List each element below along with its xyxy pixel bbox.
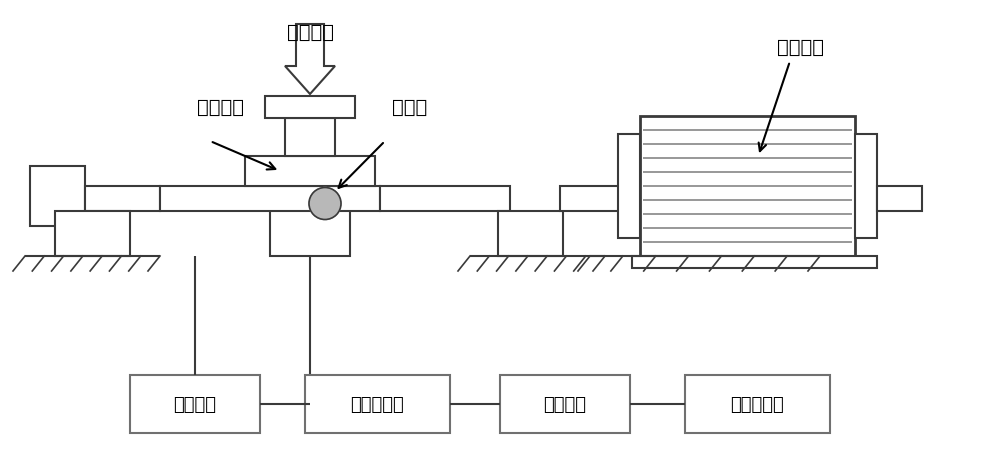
Bar [877, 187, 922, 212]
Text: 笔记本电脑: 笔记本电脑 [730, 395, 784, 413]
Text: 径向载荷: 径向载荷 [287, 23, 334, 41]
Bar [55, 212, 130, 257]
Text: 列车轴承: 列车轴承 [196, 97, 244, 116]
Bar [85, 187, 160, 212]
Bar [685, 375, 830, 433]
Text: 驱动电机: 驱动电机 [776, 37, 824, 56]
Text: 传感器: 传感器 [392, 97, 428, 116]
Text: 采集系统: 采集系统 [544, 395, 586, 413]
Polygon shape [285, 25, 335, 95]
Bar [270, 187, 350, 257]
Circle shape [309, 188, 341, 220]
Bar [285, 119, 335, 156]
Bar [632, 257, 877, 268]
Bar [130, 375, 260, 433]
Bar [265, 97, 355, 119]
Bar [560, 187, 640, 212]
Bar [30, 166, 85, 226]
Bar [855, 135, 877, 239]
Text: 载荷显示: 载荷显示 [174, 395, 216, 413]
Bar [500, 375, 630, 433]
Bar [498, 212, 563, 257]
Bar [245, 156, 375, 187]
Bar [380, 187, 510, 212]
Text: 信号放大器: 信号放大器 [350, 395, 404, 413]
Bar [640, 117, 855, 257]
Bar [618, 135, 640, 239]
Bar [305, 375, 450, 433]
Bar [160, 187, 380, 212]
